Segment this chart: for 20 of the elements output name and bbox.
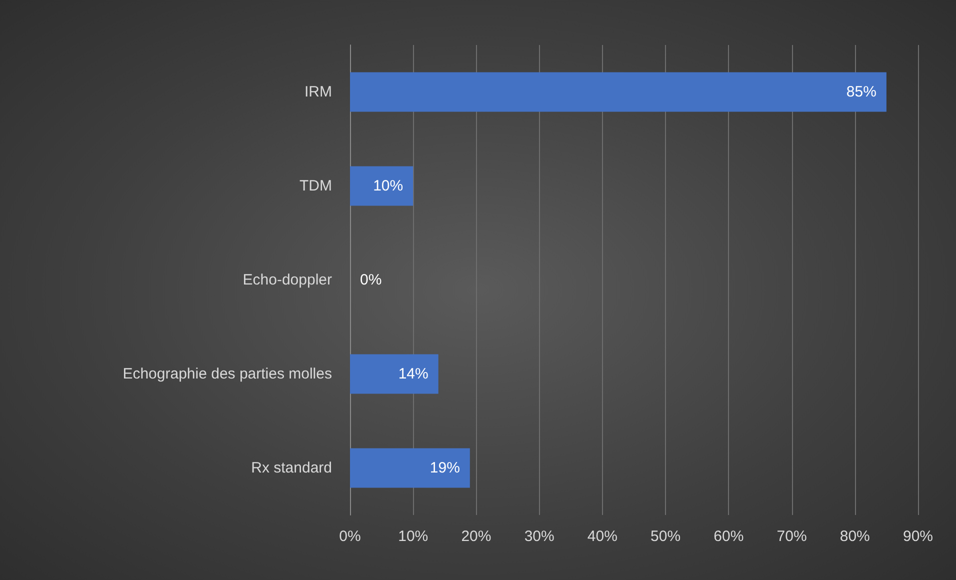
data-label: 19% [430,460,460,476]
data-label: 14% [398,366,428,382]
data-label: 85% [846,84,876,100]
x-tick-label: 0% [339,528,361,545]
data-label: 0% [360,272,382,288]
x-tick-label: 60% [714,528,744,545]
y-tick-label: Echo-doppler [242,272,332,288]
x-tick-label: 30% [524,528,554,545]
data-label: 10% [373,178,404,194]
y-tick-label: Rx standard [251,460,332,476]
y-tick-label: TDM [300,178,332,194]
x-tick-label: 20% [461,528,492,545]
x-tick-label: 10% [398,528,428,545]
x-tick-label: 50% [650,528,681,545]
y-tick-label: Echographie des parties molles [122,366,332,382]
x-tick-label: 90% [902,528,934,545]
x-tick-label: 40% [587,528,618,545]
y-tick-label: IRM [304,84,332,100]
x-tick-label: 80% [840,528,870,545]
x-tick-label: 70% [776,528,807,545]
